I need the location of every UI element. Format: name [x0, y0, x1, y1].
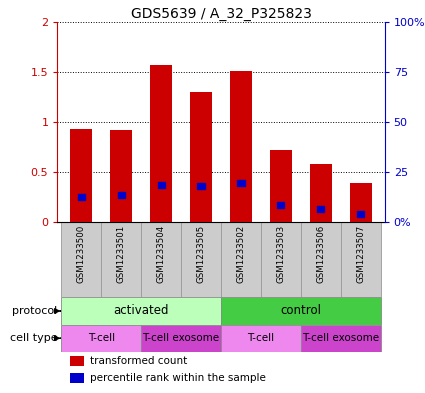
Text: GSM1233507: GSM1233507 [356, 225, 365, 283]
Text: GSM1233501: GSM1233501 [117, 225, 126, 283]
Bar [141, 325, 221, 352]
Bar [61, 222, 101, 298]
Bar [341, 222, 381, 298]
Text: GSM1233503: GSM1233503 [276, 225, 285, 283]
Bar [301, 325, 381, 352]
Bar [190, 92, 212, 222]
Text: control: control [280, 305, 321, 318]
Text: T-cell exosome: T-cell exosome [142, 333, 220, 343]
Bar [198, 183, 205, 189]
Text: GSM1233505: GSM1233505 [196, 225, 206, 283]
Bar [78, 194, 85, 200]
Bar [118, 192, 125, 198]
Bar [110, 130, 132, 222]
Bar [237, 180, 244, 186]
Text: T-cell: T-cell [247, 333, 275, 343]
Bar [270, 150, 292, 222]
Title: GDS5639 / A_32_P325823: GDS5639 / A_32_P325823 [130, 7, 312, 20]
Text: percentile rank within the sample: percentile rank within the sample [90, 373, 266, 383]
Bar [221, 298, 381, 325]
Bar [301, 222, 341, 298]
Bar [71, 373, 84, 384]
Bar [71, 129, 92, 222]
Text: GSM1233504: GSM1233504 [157, 225, 166, 283]
Bar [261, 222, 301, 298]
Text: T-cell: T-cell [88, 333, 115, 343]
Bar [221, 325, 301, 352]
Text: GSM1233506: GSM1233506 [316, 225, 325, 283]
Bar [230, 71, 252, 222]
Bar [350, 183, 371, 222]
Bar [221, 222, 261, 298]
Text: cell type: cell type [10, 333, 57, 343]
Text: transformed count: transformed count [90, 356, 187, 366]
Bar [150, 65, 172, 222]
Text: GSM1233502: GSM1233502 [236, 225, 246, 283]
Bar [141, 222, 181, 298]
Text: T-cell exosome: T-cell exosome [302, 333, 379, 343]
Bar [181, 222, 221, 298]
Bar [310, 164, 332, 222]
Text: activated: activated [113, 305, 169, 318]
Bar [317, 206, 324, 212]
Bar [357, 211, 364, 217]
Bar [71, 356, 84, 366]
Text: protocol: protocol [12, 306, 57, 316]
Bar [277, 202, 284, 208]
Bar [101, 222, 141, 298]
Bar [61, 325, 141, 352]
Text: GSM1233500: GSM1233500 [77, 225, 86, 283]
Bar [158, 182, 165, 188]
Bar [61, 298, 221, 325]
